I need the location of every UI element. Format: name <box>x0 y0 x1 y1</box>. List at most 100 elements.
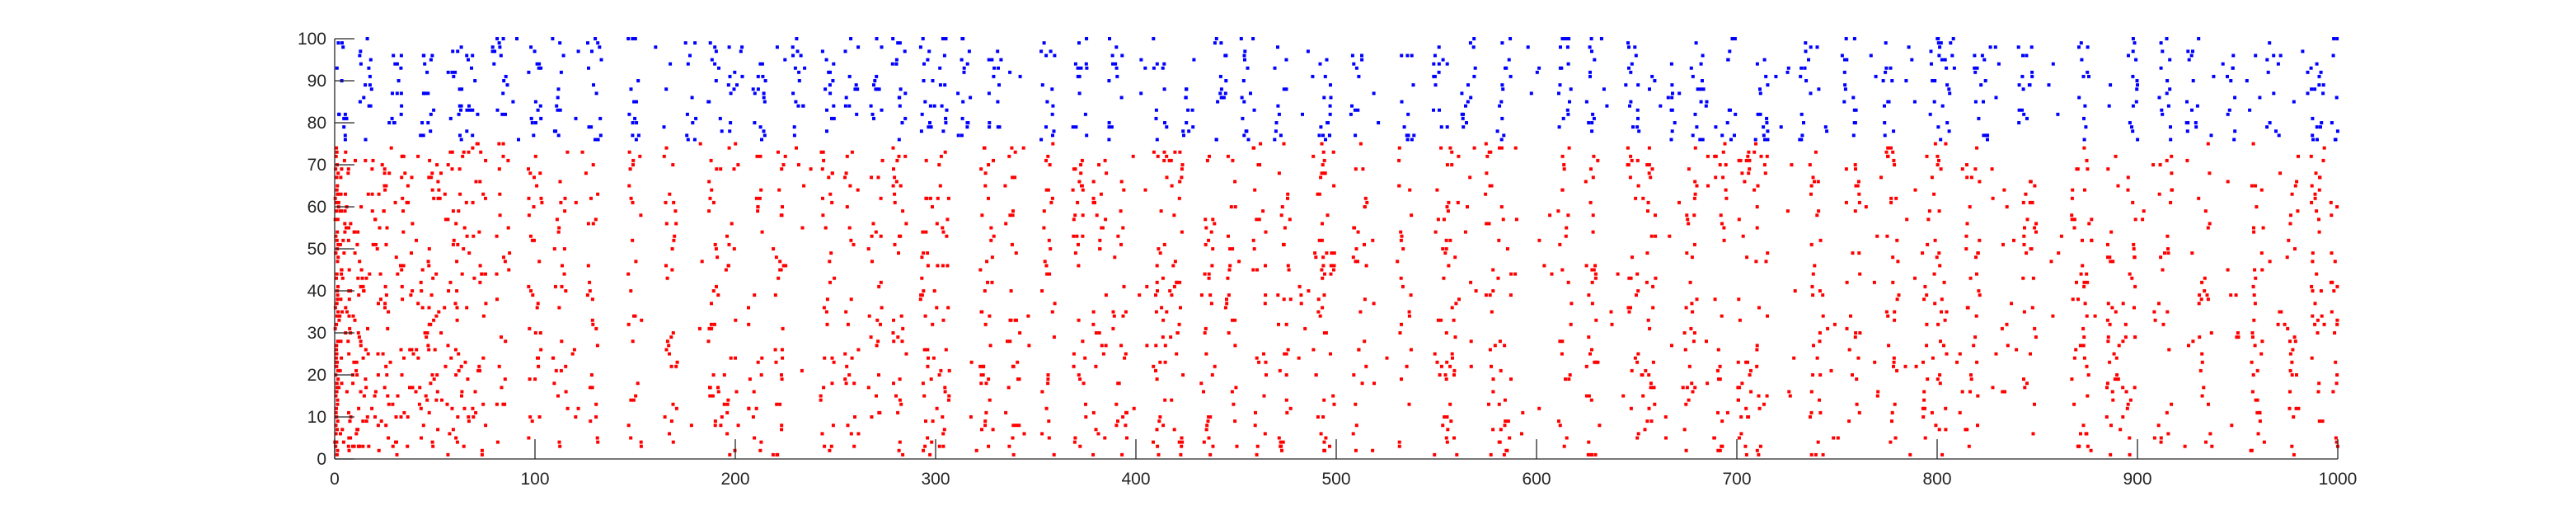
spike-point <box>1242 100 1246 104</box>
spike-point <box>1276 293 1280 297</box>
spike-point <box>456 49 460 54</box>
spike-point <box>1439 125 1443 129</box>
spike-point <box>1255 356 1259 360</box>
spike-point <box>2251 373 2255 377</box>
spike-point <box>334 432 338 436</box>
spike-point <box>478 180 482 184</box>
spike-point <box>1677 91 1682 96</box>
y-tick-label: 50 <box>307 240 326 259</box>
spike-point <box>1621 394 1626 398</box>
spike-point <box>1762 402 1766 406</box>
spike-point <box>1565 226 1569 230</box>
spike-point <box>756 205 760 208</box>
spike-point <box>1257 360 1261 364</box>
spike-point <box>1593 276 1598 280</box>
spike-point <box>1100 344 1104 348</box>
spike-point <box>399 54 403 58</box>
spike-point <box>1922 297 1926 302</box>
spike-point <box>1558 66 1562 70</box>
spike-point <box>411 289 415 293</box>
spike-point <box>927 125 931 129</box>
spike-point <box>632 100 636 104</box>
spike-point <box>1465 121 1468 124</box>
spike-point <box>355 373 359 377</box>
spike-point <box>941 37 945 40</box>
spike-point <box>1466 100 1470 104</box>
spike-point <box>762 100 767 104</box>
spike-point <box>1161 335 1165 339</box>
spike-point <box>758 448 762 452</box>
spike-point <box>672 200 676 204</box>
spike-point <box>1445 205 1449 208</box>
spike-point <box>1757 406 1762 410</box>
spike-point <box>1436 318 1440 322</box>
spike-point <box>1895 368 1899 372</box>
spike-point <box>1692 196 1696 200</box>
spike-point <box>1444 377 1448 382</box>
spike-point <box>1303 326 1307 330</box>
spike-point <box>540 200 544 204</box>
spike-point <box>2317 419 2321 424</box>
spike-point <box>1503 398 1507 402</box>
spike-point <box>354 158 357 162</box>
spike-point <box>462 226 467 230</box>
spike-point <box>2290 192 2294 196</box>
spike-point <box>2020 108 2024 112</box>
spike-point <box>1501 87 1505 91</box>
spike-point <box>828 83 832 87</box>
spike-point <box>1748 373 1752 377</box>
spike-point <box>1364 264 1368 268</box>
spike-point <box>1713 297 1717 302</box>
spike-point <box>1259 142 1263 146</box>
spike-point <box>2187 58 2191 62</box>
spike-point <box>379 297 382 302</box>
spike-point <box>537 66 541 70</box>
spike-point <box>1432 62 1436 66</box>
spike-point <box>2133 218 2137 222</box>
spike-point <box>1809 242 1814 246</box>
spike-point <box>1219 41 1223 45</box>
spike-point <box>1948 91 1952 96</box>
spike-point <box>453 70 457 74</box>
spike-point <box>2109 452 2113 456</box>
spike-point <box>2321 83 2325 87</box>
spike-point <box>385 373 389 377</box>
spike-point <box>2029 45 2034 49</box>
spike-point <box>772 247 776 250</box>
spike-point <box>1584 180 1588 184</box>
spike-point <box>454 222 458 226</box>
spike-point <box>1933 142 1937 146</box>
spike-point <box>1255 218 1259 222</box>
spike-point <box>2156 424 2161 428</box>
spike-point <box>1591 213 1595 218</box>
spike-point <box>1682 428 1687 432</box>
spike-point <box>2315 62 2319 66</box>
spike-point <box>924 230 928 234</box>
spike-point <box>1785 70 1790 74</box>
spike-point <box>880 45 884 49</box>
spike-point <box>728 129 732 133</box>
spike-point <box>753 293 757 297</box>
spike-point <box>380 163 384 166</box>
spike-point <box>761 74 765 78</box>
spike-point <box>427 264 431 268</box>
spike-point <box>1400 377 1403 382</box>
spike-point <box>1203 272 1207 276</box>
spike-point <box>2082 116 2086 120</box>
spike-point <box>1818 289 1822 293</box>
spike-point <box>631 158 636 162</box>
spike-point <box>1316 310 1321 314</box>
spike-point <box>941 226 945 230</box>
spike-point <box>1358 310 1363 314</box>
spike-point <box>713 419 717 424</box>
spike-point <box>1044 264 1049 268</box>
spike-point <box>434 272 439 276</box>
spike-point <box>555 104 559 108</box>
spike-point <box>2169 138 2173 142</box>
spike-point <box>2185 158 2189 162</box>
spike-point <box>2320 419 2325 424</box>
spike-point <box>595 436 599 440</box>
spike-point <box>1326 213 1330 218</box>
spike-point <box>2002 188 2006 192</box>
spike-point <box>1969 373 1973 377</box>
